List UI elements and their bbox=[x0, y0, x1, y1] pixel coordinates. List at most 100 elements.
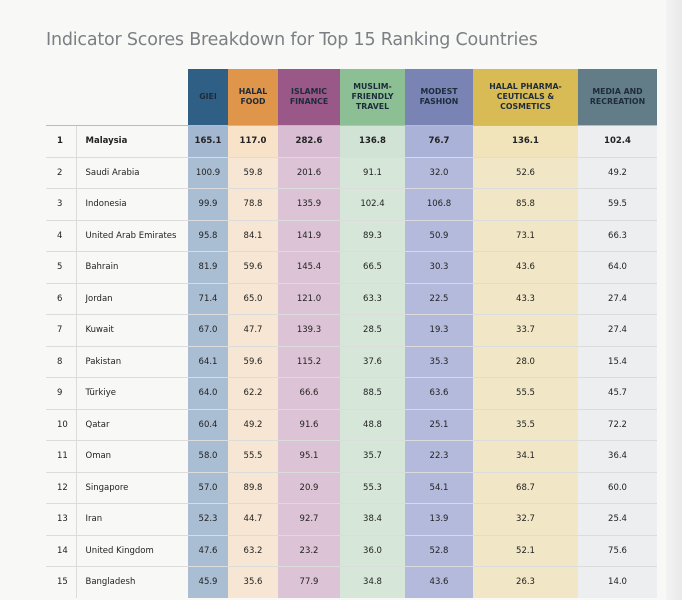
modest-fashion-score-cell: 22.5 bbox=[405, 282, 473, 315]
media-recreation-score-cell: 36.4 bbox=[578, 440, 657, 472]
rank-cell: 13 bbox=[46, 503, 76, 535]
giei-score-cell: 165.1 bbox=[188, 125, 228, 157]
column-header-label: MUSLIM- FRIENDLY TRAVEL bbox=[351, 82, 394, 111]
muslim-friendly-travel-score-cell: 102.4 bbox=[340, 188, 405, 220]
column-header-islamic-finance: ISLAMIC FINANCE bbox=[278, 69, 340, 126]
page-title: Indicator Scores Breakdown for Top 15 Ra… bbox=[46, 30, 538, 50]
giei-score-cell: 58.0 bbox=[188, 440, 228, 472]
islamic-finance-score-cell: 121.0 bbox=[278, 282, 340, 315]
media-recreation-score-cell: 64.0 bbox=[578, 251, 657, 283]
country-cell: Indonesia bbox=[75, 188, 188, 220]
media-recreation-score-cell: 75.6 bbox=[578, 534, 657, 567]
page-edge bbox=[666, 0, 682, 600]
halal-pharma-cosmetics-score-cell: 28.0 bbox=[473, 345, 578, 378]
table-row: 9 Türkiye 64.0 62.2 66.6 88.5 63.6 55.5 45.7 bbox=[46, 377, 657, 409]
modest-fashion-score-cell: 52.8 bbox=[405, 534, 473, 567]
halal-food-score-cell: 117.0 bbox=[228, 125, 278, 157]
rank-cell: 3 bbox=[46, 188, 76, 220]
halal-food-score-cell: 62.2 bbox=[228, 377, 278, 409]
giei-score-cell: 57.0 bbox=[188, 471, 228, 504]
halal-food-score-cell: 65.0 bbox=[228, 282, 278, 315]
muslim-friendly-travel-score-cell: 34.8 bbox=[340, 566, 405, 598]
rank-cell: 10 bbox=[46, 408, 76, 441]
country-cell: United Kingdom bbox=[75, 534, 188, 567]
country-header bbox=[76, 69, 188, 126]
muslim-friendly-travel-score-cell: 28.5 bbox=[340, 314, 405, 346]
table-row: 7 Kuwait 67.0 47.7 139.3 28.5 19.3 33.7 27.4 bbox=[46, 314, 657, 346]
halal-food-score-cell: 47.7 bbox=[228, 314, 278, 346]
muslim-friendly-travel-score-cell: 89.3 bbox=[340, 219, 405, 252]
column-header-muslim-friendly-travel: MUSLIM- FRIENDLY TRAVEL bbox=[340, 69, 405, 126]
table-row: 8 Pakistan 64.1 59.6 115.2 37.6 35.3 28.0 15.4 bbox=[46, 345, 657, 378]
halal-food-score-cell: 35.6 bbox=[228, 566, 278, 598]
country-cell: Saudi Arabia bbox=[75, 156, 188, 189]
rank-cell: 14 bbox=[46, 534, 76, 567]
country-cell: Oman bbox=[75, 440, 188, 472]
column-header-label: MODEST FASHION bbox=[419, 87, 459, 106]
column-header-halal-food: HALAL FOOD bbox=[228, 69, 278, 126]
media-recreation-score-cell: 59.5 bbox=[578, 188, 657, 220]
media-recreation-score-cell: 27.4 bbox=[578, 282, 657, 315]
giei-score-cell: 100.9 bbox=[188, 156, 228, 189]
islamic-finance-score-cell: 66.6 bbox=[278, 377, 340, 409]
muslim-friendly-travel-score-cell: 88.5 bbox=[340, 377, 405, 409]
indicator-scores-table: GIEI HALAL FOOD ISLAMIC FINANCE MUSLIM- FRI… bbox=[46, 69, 657, 598]
header-row: GIEI HALAL FOOD ISLAMIC FINANCE MUSLIM- FRI… bbox=[46, 69, 657, 126]
table-row: 13 Iran 52.3 44.7 92.7 38.4 13.9 32.7 25.4 bbox=[46, 503, 657, 535]
modest-fashion-score-cell: 35.3 bbox=[405, 345, 473, 378]
rank-cell: 7 bbox=[46, 314, 76, 346]
rank-cell: 11 bbox=[46, 440, 76, 472]
column-header-giei: GIEI bbox=[188, 69, 228, 126]
column-header-media-recreation: MEDIA AND RECREATION bbox=[578, 69, 657, 126]
halal-pharma-cosmetics-score-cell: 68.7 bbox=[473, 471, 578, 504]
giei-score-cell: 64.0 bbox=[188, 377, 228, 409]
islamic-finance-score-cell: 139.3 bbox=[278, 314, 340, 346]
islamic-finance-score-cell: 23.2 bbox=[278, 534, 340, 567]
media-recreation-score-cell: 15.4 bbox=[578, 345, 657, 378]
modest-fashion-score-cell: 43.6 bbox=[405, 566, 473, 598]
column-header-label: HALAL FOOD bbox=[238, 87, 268, 106]
halal-food-score-cell: 59.6 bbox=[228, 345, 278, 378]
giei-score-cell: 60.4 bbox=[188, 408, 228, 441]
halal-pharma-cosmetics-score-cell: 26.3 bbox=[473, 566, 578, 598]
halal-food-score-cell: 89.8 bbox=[228, 471, 278, 504]
islamic-finance-score-cell: 141.9 bbox=[278, 219, 340, 252]
country-cell: Qatar bbox=[75, 408, 188, 441]
islamic-finance-score-cell: 77.9 bbox=[278, 566, 340, 598]
halal-pharma-cosmetics-score-cell: 32.7 bbox=[473, 503, 578, 535]
rank-cell: 1 bbox=[46, 125, 76, 157]
modest-fashion-score-cell: 19.3 bbox=[405, 314, 473, 346]
halal-food-score-cell: 78.8 bbox=[228, 188, 278, 220]
islamic-finance-score-cell: 115.2 bbox=[278, 345, 340, 378]
halal-pharma-cosmetics-score-cell: 35.5 bbox=[473, 408, 578, 441]
halal-pharma-cosmetics-score-cell: 33.7 bbox=[473, 314, 578, 346]
islamic-finance-score-cell: 201.6 bbox=[278, 156, 340, 189]
halal-pharma-cosmetics-score-cell: 73.1 bbox=[473, 219, 578, 252]
muslim-friendly-travel-score-cell: 38.4 bbox=[340, 503, 405, 535]
table-row: 14 United Kingdom 47.6 63.2 23.2 36.0 52.8 52.1… bbox=[46, 534, 657, 567]
halal-food-score-cell: 59.8 bbox=[228, 156, 278, 189]
country-cell: Bahrain bbox=[75, 251, 188, 283]
media-recreation-score-cell: 27.4 bbox=[578, 314, 657, 346]
islamic-finance-score-cell: 282.6 bbox=[278, 125, 340, 157]
modest-fashion-score-cell: 32.0 bbox=[405, 156, 473, 189]
modest-fashion-score-cell: 106.8 bbox=[405, 188, 473, 220]
table-row: 3 Indonesia 99.9 78.8 135.9 102.4 106.8 85.8 59.… bbox=[46, 188, 657, 220]
table-row: 4 United Arab Emirates 95.8 84.1 141.9 89.3 50… bbox=[46, 219, 657, 252]
column-header-halal-pharma-cosmetics: HALAL PHARMA- CEUTICALS & COSMETICS bbox=[473, 69, 578, 126]
modest-fashion-score-cell: 22.3 bbox=[405, 440, 473, 472]
halal-pharma-cosmetics-score-cell: 85.8 bbox=[473, 188, 578, 220]
halal-food-score-cell: 59.6 bbox=[228, 251, 278, 283]
media-recreation-score-cell: 66.3 bbox=[578, 219, 657, 252]
giei-score-cell: 67.0 bbox=[188, 314, 228, 346]
giei-score-cell: 64.1 bbox=[188, 345, 228, 378]
rank-cell: 9 bbox=[46, 377, 76, 409]
country-cell: Kuwait bbox=[75, 314, 188, 346]
giei-score-cell: 71.4 bbox=[188, 282, 228, 315]
column-header-modest-fashion: MODEST FASHION bbox=[405, 69, 473, 126]
muslim-friendly-travel-score-cell: 136.8 bbox=[340, 125, 405, 157]
halal-food-score-cell: 63.2 bbox=[228, 534, 278, 567]
rank-cell: 6 bbox=[46, 282, 76, 315]
media-recreation-score-cell: 14.0 bbox=[578, 566, 657, 598]
muslim-friendly-travel-score-cell: 66.5 bbox=[340, 251, 405, 283]
